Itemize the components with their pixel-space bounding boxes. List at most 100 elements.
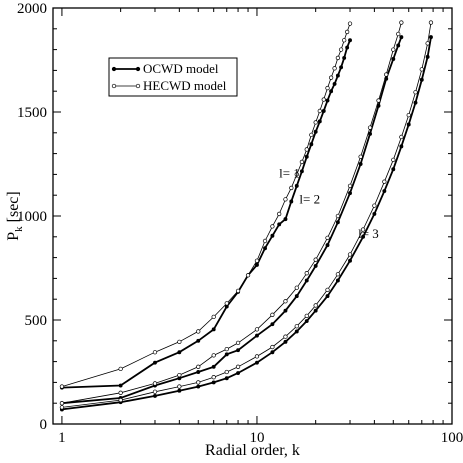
- x-tick-label: 100: [441, 430, 463, 446]
- data-point: [419, 77, 424, 82]
- data-point: [152, 350, 158, 355]
- data-point: [329, 89, 334, 94]
- data-point: [399, 134, 404, 140]
- data-point: [335, 278, 340, 283]
- y-tick-label: 2000: [17, 1, 47, 17]
- data-point: [425, 54, 430, 59]
- data-point: [283, 308, 288, 313]
- data-point: [283, 217, 288, 222]
- data-point: [419, 67, 424, 72]
- legend-marker: [135, 66, 141, 72]
- y-tick-label: 0: [40, 417, 48, 433]
- series-layer: [59, 20, 434, 412]
- data-point: [177, 388, 182, 393]
- data-point: [382, 179, 387, 184]
- data-point: [367, 125, 373, 130]
- data-point: [235, 340, 241, 346]
- data-point: [428, 20, 434, 25]
- data-point: [224, 346, 229, 352]
- data-point: [399, 144, 404, 149]
- data-point: [224, 369, 229, 375]
- data-point: [325, 85, 330, 91]
- data-point: [325, 294, 330, 299]
- data-point: [304, 147, 309, 152]
- legend-box: [108, 57, 238, 97]
- data-point: [391, 57, 396, 61]
- data-point: [255, 333, 259, 338]
- data-point: [59, 401, 65, 406]
- data-point: [235, 364, 241, 369]
- data-point: [59, 405, 65, 410]
- data-point: [399, 35, 404, 40]
- data-point: [304, 154, 309, 159]
- data-point: [294, 294, 299, 299]
- data-point: [299, 169, 304, 174]
- data-point: [118, 397, 123, 403]
- data-point: [304, 313, 309, 318]
- data-point: [270, 233, 275, 238]
- data-point: [345, 45, 350, 50]
- legend-marker: [135, 83, 141, 89]
- data-point: [236, 348, 241, 353]
- data-point: [255, 262, 259, 267]
- data-point: [270, 312, 275, 317]
- data-point: [376, 98, 381, 103]
- data-point: [313, 129, 318, 134]
- data-point: [299, 159, 305, 165]
- data-point: [294, 172, 299, 177]
- legend-label-ocwd: OCWD model: [143, 61, 219, 76]
- data-point: [270, 224, 275, 229]
- data-point: [372, 203, 377, 208]
- data-point: [325, 235, 330, 240]
- legend-label-hecwd: HECWD model: [143, 78, 227, 93]
- data-point: [325, 98, 330, 103]
- data-point: [338, 47, 344, 52]
- data-point: [196, 384, 201, 389]
- data-point: [348, 258, 352, 263]
- data-point: [313, 257, 318, 262]
- series-hecwd-l1: [59, 21, 353, 389]
- y-axis-label-main: P: [5, 232, 22, 241]
- data-point: [309, 132, 314, 138]
- data-point: [152, 381, 158, 386]
- data-point: [313, 308, 318, 313]
- data-point: [152, 389, 158, 394]
- y-axis-label-subscript: k: [13, 226, 25, 232]
- data-point: [153, 360, 157, 365]
- data-point: [321, 97, 326, 102]
- data-point: [283, 334, 288, 339]
- legend-samples: [111, 66, 141, 89]
- data-point: [224, 352, 229, 357]
- legend: OCWD model HECWD model: [108, 57, 238, 97]
- data-point: [406, 112, 411, 118]
- annotation-l3: l= 3: [358, 226, 379, 241]
- annotation-layer: l= 1 l= 2 l= 3: [279, 166, 379, 241]
- data-point: [177, 384, 182, 389]
- data-point: [317, 119, 322, 124]
- data-point: [224, 376, 229, 381]
- data-point: [391, 167, 396, 172]
- data-point: [118, 366, 123, 372]
- data-point: [177, 372, 182, 378]
- data-point: [289, 185, 294, 191]
- data-point: [325, 287, 330, 292]
- data-point: [235, 288, 241, 294]
- annotation-l1: l= 1: [279, 166, 300, 181]
- data-point: [339, 65, 344, 70]
- data-point: [347, 252, 353, 257]
- data-point: [335, 272, 341, 277]
- data-point: [361, 234, 366, 239]
- data-point: [321, 109, 326, 113]
- data-point: [211, 364, 216, 369]
- data-point: [399, 20, 404, 25]
- data-point: [254, 258, 260, 263]
- series-line: [61, 22, 402, 404]
- data-point: [368, 131, 372, 136]
- data-point: [313, 263, 318, 268]
- data-point: [196, 380, 201, 385]
- data-point: [262, 238, 268, 244]
- data-point: [317, 108, 322, 114]
- data-point: [313, 303, 318, 308]
- data-point: [332, 66, 337, 71]
